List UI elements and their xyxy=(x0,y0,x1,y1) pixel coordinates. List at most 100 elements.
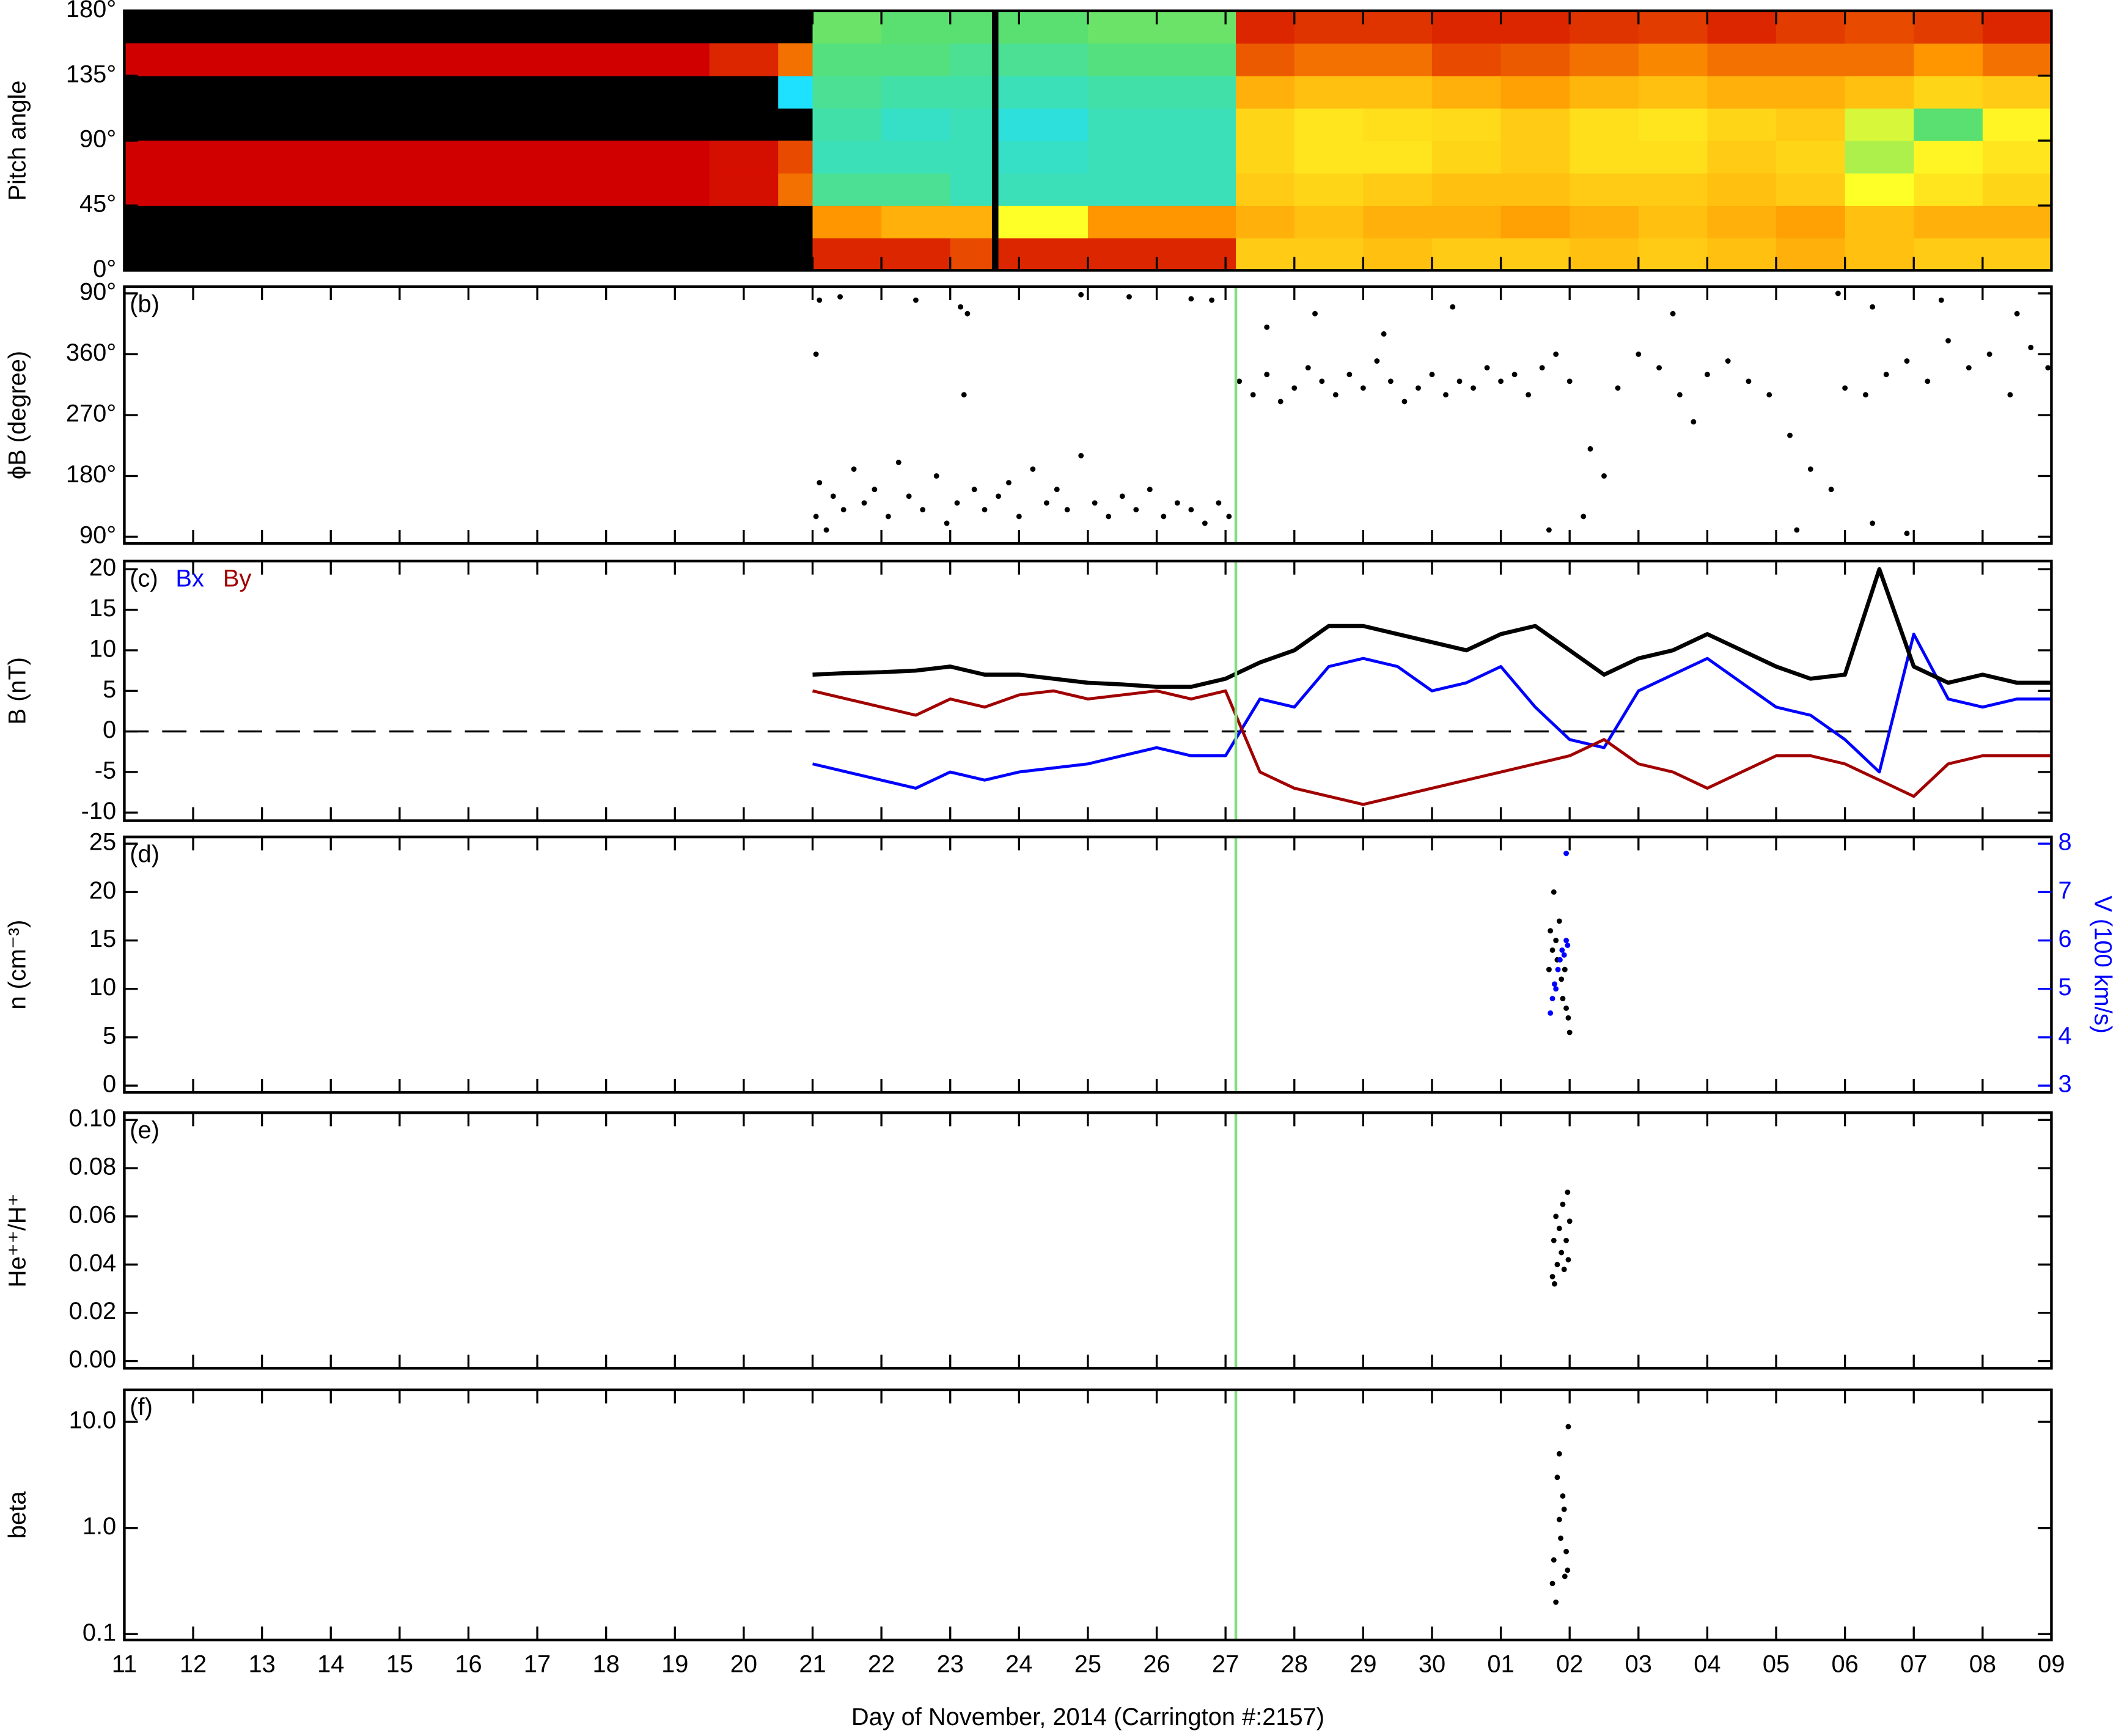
panel-label: (e) xyxy=(130,1117,160,1144)
x-tick-label: 13 xyxy=(249,1650,276,1677)
data-point xyxy=(996,493,1001,499)
data-point xyxy=(1188,507,1194,513)
x-tick-label: 19 xyxy=(661,1650,688,1677)
data-point xyxy=(1553,1599,1559,1605)
x-tick-label: 06 xyxy=(1831,1650,1858,1677)
panel-label: (d) xyxy=(130,841,160,868)
x-tick-label: 18 xyxy=(593,1650,620,1677)
heatmap-cell xyxy=(1236,43,1295,76)
data-point xyxy=(1551,981,1557,987)
y-tick-label: 0 xyxy=(103,716,116,743)
panel-label: (b) xyxy=(130,290,160,317)
heatmap-cell xyxy=(812,238,882,271)
data-point xyxy=(971,487,977,493)
y-tick-label: 15 xyxy=(89,595,116,622)
heatmap-cell xyxy=(778,141,813,174)
heatmap-cell xyxy=(124,173,710,206)
heatmap-cell xyxy=(998,205,1089,238)
heatmap-cell xyxy=(1638,205,1708,238)
data-point xyxy=(2045,365,2051,371)
data-point xyxy=(830,493,836,499)
heatmap-cell xyxy=(1236,10,1295,44)
y-tick-label: 0.1 xyxy=(83,1619,116,1646)
data-point xyxy=(961,392,967,398)
heatmap-cell xyxy=(998,173,1089,206)
data-point xyxy=(1563,1237,1569,1243)
data-point xyxy=(1064,507,1070,513)
data-point xyxy=(1587,446,1593,452)
heatmap-cell xyxy=(1570,75,1639,109)
data-point xyxy=(1560,1201,1566,1207)
legend-entry: By xyxy=(223,565,252,592)
data-point xyxy=(1563,1005,1569,1011)
data-point xyxy=(840,507,846,513)
data-point xyxy=(1835,290,1841,296)
heatmap-cell xyxy=(1294,173,1364,206)
data-point xyxy=(1557,957,1563,963)
data-point xyxy=(1106,513,1112,520)
heatmap-cell xyxy=(1638,108,1708,141)
data-point xyxy=(1636,351,1642,357)
heatmap-cell xyxy=(1236,108,1295,141)
heatmap-cell xyxy=(1363,108,1433,141)
heatmap-cell xyxy=(1431,205,1502,238)
x-tick-label: 20 xyxy=(730,1650,757,1677)
heatmap-cell xyxy=(1500,10,1570,44)
x-axis-label: Day of November, 2014 (Carrington #:2157… xyxy=(851,1704,1324,1730)
x-tick-label: 24 xyxy=(1005,1650,1032,1677)
y2-tick-label: 7 xyxy=(2058,877,2072,904)
heatmap-cell xyxy=(1431,10,1502,44)
data-line xyxy=(812,567,2052,689)
heatmap-cell xyxy=(1845,75,1914,109)
data-point xyxy=(1566,1218,1573,1224)
data-point xyxy=(1549,1274,1555,1279)
y-tick-label: 0.08 xyxy=(69,1153,116,1180)
data-point xyxy=(1563,938,1569,943)
data-point xyxy=(851,466,857,472)
data-point xyxy=(1566,1029,1573,1035)
heatmap-cell xyxy=(1707,205,1777,238)
data-point xyxy=(1250,392,1256,398)
data-point xyxy=(1054,487,1060,493)
y-axis-label: He⁺⁺/H⁺ xyxy=(4,1193,31,1287)
heatmap-cell xyxy=(1707,10,1777,44)
heatmap-cell xyxy=(1638,10,1708,44)
data-point xyxy=(1443,392,1449,398)
heatmap-cell xyxy=(778,43,813,76)
data-point xyxy=(1615,385,1621,391)
x-tick-label: 16 xyxy=(455,1650,482,1677)
data-point xyxy=(1387,378,1394,384)
x-tick-label: 12 xyxy=(180,1650,207,1677)
data-point xyxy=(1553,351,1559,357)
data-point xyxy=(1563,1548,1569,1554)
x-tick-label: 11 xyxy=(112,1650,137,1677)
data-point xyxy=(1870,520,1876,526)
heatmap-cell xyxy=(1707,75,1777,109)
y-axis-label: Pitch angle xyxy=(4,81,31,201)
heatmap-cell xyxy=(812,43,882,76)
data-point xyxy=(1188,296,1194,302)
data-point xyxy=(954,500,960,506)
data-point xyxy=(1360,385,1366,391)
data-point xyxy=(1925,378,1931,384)
heatmap-cell xyxy=(1707,173,1777,206)
data-point xyxy=(1555,966,1561,973)
y-tick-label: 0.06 xyxy=(69,1201,116,1228)
heatmap-cell xyxy=(1638,238,1708,271)
y-axis-label: n (cm⁻³) xyxy=(4,920,31,1010)
heatmap-cell xyxy=(1570,205,1639,238)
heatmap-cell xyxy=(950,141,992,174)
y-tick-label: 135° xyxy=(66,61,116,87)
y-tick-label: 270° xyxy=(66,400,116,427)
heatmap-cell xyxy=(1638,141,1708,174)
heatmap-cell xyxy=(1087,238,1236,271)
heatmap-cell xyxy=(1500,173,1570,206)
data-point xyxy=(1174,500,1180,506)
y-axis-label: B (nT) xyxy=(4,657,31,725)
data-point xyxy=(1966,365,1972,371)
data-point xyxy=(817,297,823,303)
data-point xyxy=(1553,1213,1559,1219)
data-point xyxy=(1332,392,1339,398)
y-tick-label: 1.0 xyxy=(83,1513,116,1540)
